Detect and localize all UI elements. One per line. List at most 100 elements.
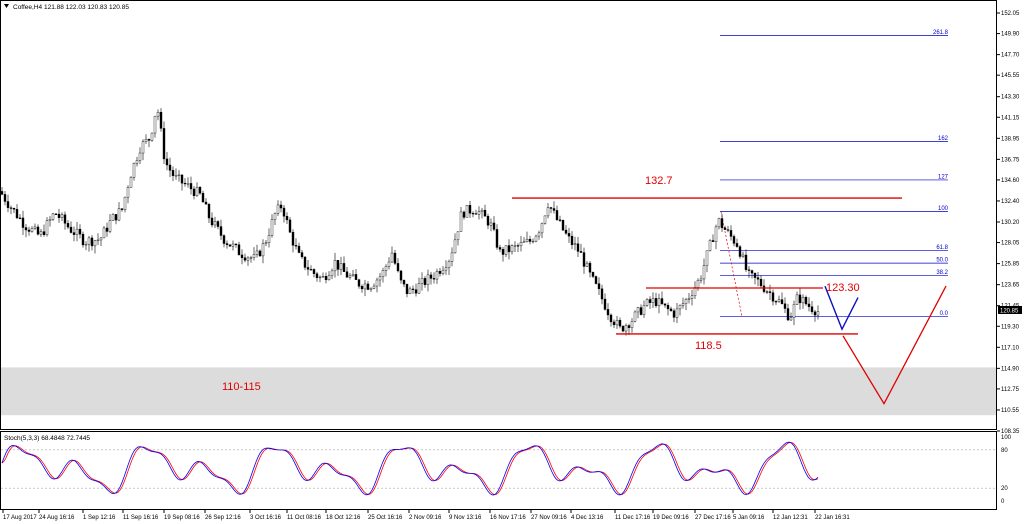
- fib-level-label: 61.8: [936, 245, 948, 251]
- candle-body: [72, 232, 76, 235]
- candle-body: [444, 267, 448, 271]
- candle-body: [147, 138, 151, 141]
- candle-body: [306, 267, 310, 270]
- candle-body: [399, 270, 403, 281]
- candle-body: [621, 325, 625, 332]
- candle-body: [795, 294, 799, 305]
- candle-body: [585, 262, 589, 267]
- candle-body: [615, 320, 619, 326]
- price-tick-label: 114.90: [1001, 366, 1020, 372]
- candle-body: [714, 226, 718, 242]
- candle-body: [36, 226, 40, 235]
- candle-body: [417, 283, 421, 294]
- candle-body: [81, 233, 85, 246]
- candle-body: [675, 308, 679, 318]
- candle-body: [414, 289, 418, 294]
- candle-body: [300, 252, 304, 258]
- candle-body: [237, 244, 241, 256]
- candle-body: [453, 239, 457, 254]
- candle-body: [768, 291, 772, 293]
- candle-body: [285, 216, 289, 221]
- candle-body: [423, 278, 427, 285]
- candle-body: [639, 307, 643, 315]
- time-tick-label: 17 Aug 2017: [3, 515, 37, 521]
- fib-level-label: 100: [938, 206, 949, 212]
- candle-body: [198, 187, 202, 194]
- indicator-frame: [0, 431, 997, 510]
- candle-body: [393, 252, 397, 264]
- candle-body: [138, 152, 142, 161]
- time-tick-label: 2 Nov 09:16: [409, 515, 442, 521]
- candle-body: [462, 211, 466, 218]
- candle-body: [369, 288, 373, 290]
- candle-body: [381, 270, 385, 278]
- candle-body: [222, 235, 226, 244]
- fib-level-label: 127: [938, 174, 949, 180]
- candle-body: [141, 141, 145, 154]
- candle-body: [204, 201, 208, 205]
- time-tick-label: 27 Nov 09:16: [531, 515, 567, 521]
- candle-body: [90, 237, 94, 247]
- candle-body: [522, 241, 526, 243]
- candle-body: [525, 238, 529, 242]
- candle-body: [666, 304, 670, 310]
- candle-body: [477, 211, 481, 215]
- candle-body: [633, 311, 637, 322]
- candle-body: [807, 303, 811, 307]
- candle-body: [315, 273, 319, 278]
- candle-body: [624, 325, 628, 332]
- candle-body: [651, 298, 655, 303]
- candle-body: [723, 227, 727, 230]
- candle-body: [816, 311, 820, 316]
- candle-body: [483, 209, 487, 217]
- candle-body: [78, 228, 82, 235]
- support-zone-label: 110-115: [222, 381, 261, 393]
- fib-level-label: 0.0: [940, 311, 949, 317]
- candle-body: [177, 174, 181, 176]
- candle-body: [612, 321, 616, 326]
- candle-body: [600, 288, 604, 300]
- candle-body: [240, 254, 244, 258]
- candle-body: [312, 269, 316, 274]
- candle-body: [171, 170, 175, 176]
- candle-body: [33, 226, 37, 229]
- time-tick-label: 24 Aug 16:16: [39, 515, 75, 521]
- symbol-label: Coffee,H4: [13, 4, 43, 11]
- level-label: 123.30: [826, 282, 860, 294]
- candle-body: [267, 235, 271, 243]
- candle-body: [708, 240, 712, 251]
- price-tick-label: 128.05: [1001, 241, 1020, 247]
- candle-body: [252, 254, 256, 258]
- time-tick-label: 16 Nov 17:16: [490, 515, 526, 521]
- price-tick-label: 130.20: [1001, 220, 1020, 226]
- candle-body: [519, 242, 523, 246]
- candle-body: [657, 298, 661, 307]
- candle-body: [570, 235, 574, 245]
- candle-body: [459, 211, 463, 232]
- candle-body: [288, 219, 292, 233]
- candle-body: [645, 299, 649, 306]
- candle-body: [435, 271, 439, 280]
- price-tick-label: 117.10: [1001, 345, 1020, 351]
- candle-body: [510, 245, 514, 253]
- candle-body: [672, 310, 676, 318]
- candle-body: [333, 260, 337, 272]
- candle-body: [618, 320, 622, 327]
- candle-body: [303, 256, 307, 268]
- current-price-box: [998, 306, 1022, 314]
- candle-body: [159, 112, 163, 129]
- candle-body: [57, 213, 61, 218]
- candle-body: [168, 164, 172, 171]
- time-tick-label: 3 Oct 16:16: [250, 515, 282, 521]
- candle-body: [501, 248, 505, 255]
- candle-body: [426, 274, 430, 285]
- candle-body: [594, 276, 598, 284]
- candle-body: [165, 158, 169, 166]
- candle-body: [27, 229, 31, 232]
- candle-body: [411, 288, 415, 290]
- time-tick-label: 22 Jan 16:31: [815, 515, 850, 521]
- level-label: 132.7: [645, 175, 673, 187]
- triangle-down-icon[interactable]: [4, 4, 9, 8]
- candle-body: [186, 183, 190, 185]
- candle-body: [18, 217, 22, 219]
